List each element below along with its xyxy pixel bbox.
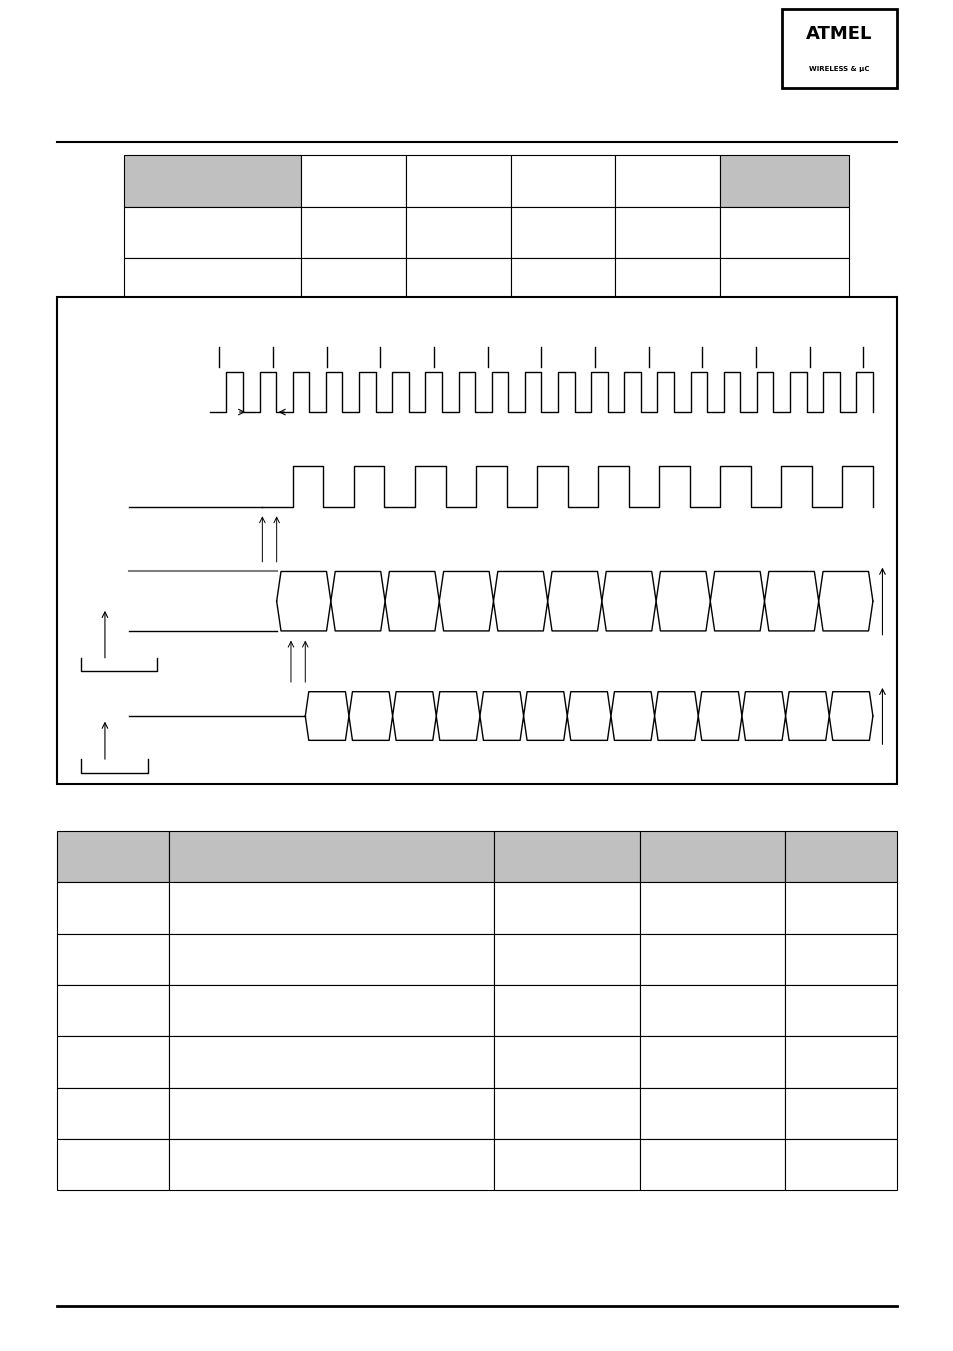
- FancyBboxPatch shape: [169, 882, 494, 934]
- FancyBboxPatch shape: [615, 207, 720, 258]
- FancyBboxPatch shape: [639, 882, 784, 934]
- FancyBboxPatch shape: [124, 361, 301, 412]
- FancyBboxPatch shape: [639, 1088, 784, 1139]
- FancyBboxPatch shape: [494, 985, 639, 1036]
- FancyBboxPatch shape: [784, 985, 896, 1036]
- FancyBboxPatch shape: [615, 258, 720, 309]
- FancyBboxPatch shape: [720, 361, 848, 412]
- FancyBboxPatch shape: [784, 1036, 896, 1088]
- FancyBboxPatch shape: [510, 361, 615, 412]
- FancyBboxPatch shape: [510, 412, 615, 463]
- FancyBboxPatch shape: [784, 882, 896, 934]
- FancyBboxPatch shape: [57, 1088, 169, 1139]
- FancyBboxPatch shape: [57, 1139, 169, 1190]
- FancyBboxPatch shape: [720, 258, 848, 309]
- FancyBboxPatch shape: [169, 1139, 494, 1190]
- Text: ATMEL: ATMEL: [805, 24, 872, 43]
- FancyBboxPatch shape: [784, 1088, 896, 1139]
- FancyBboxPatch shape: [615, 412, 720, 463]
- FancyBboxPatch shape: [406, 258, 510, 309]
- FancyBboxPatch shape: [124, 207, 301, 258]
- FancyBboxPatch shape: [784, 1139, 896, 1190]
- FancyBboxPatch shape: [57, 985, 169, 1036]
- FancyBboxPatch shape: [639, 985, 784, 1036]
- FancyBboxPatch shape: [301, 155, 406, 207]
- FancyBboxPatch shape: [639, 934, 784, 985]
- FancyBboxPatch shape: [301, 207, 406, 258]
- FancyBboxPatch shape: [639, 831, 784, 882]
- FancyBboxPatch shape: [169, 1036, 494, 1088]
- FancyBboxPatch shape: [510, 258, 615, 309]
- FancyBboxPatch shape: [406, 309, 510, 361]
- FancyBboxPatch shape: [301, 361, 406, 412]
- FancyBboxPatch shape: [784, 831, 896, 882]
- FancyBboxPatch shape: [57, 297, 896, 784]
- FancyBboxPatch shape: [720, 207, 848, 258]
- FancyBboxPatch shape: [301, 309, 406, 361]
- FancyBboxPatch shape: [169, 831, 494, 882]
- FancyBboxPatch shape: [169, 1088, 494, 1139]
- FancyBboxPatch shape: [494, 1088, 639, 1139]
- FancyBboxPatch shape: [124, 309, 301, 361]
- FancyBboxPatch shape: [781, 9, 896, 88]
- FancyBboxPatch shape: [510, 309, 615, 361]
- FancyBboxPatch shape: [301, 258, 406, 309]
- FancyBboxPatch shape: [494, 1139, 639, 1190]
- FancyBboxPatch shape: [494, 882, 639, 934]
- FancyBboxPatch shape: [124, 412, 301, 463]
- FancyBboxPatch shape: [57, 1036, 169, 1088]
- FancyBboxPatch shape: [124, 155, 301, 207]
- FancyBboxPatch shape: [494, 1036, 639, 1088]
- FancyBboxPatch shape: [720, 309, 848, 361]
- FancyBboxPatch shape: [57, 882, 169, 934]
- FancyBboxPatch shape: [169, 934, 494, 985]
- FancyBboxPatch shape: [494, 934, 639, 985]
- FancyBboxPatch shape: [494, 831, 639, 882]
- FancyBboxPatch shape: [406, 361, 510, 412]
- FancyBboxPatch shape: [406, 155, 510, 207]
- FancyBboxPatch shape: [615, 361, 720, 412]
- Text: WIRELESS & μC: WIRELESS & μC: [808, 66, 869, 72]
- FancyBboxPatch shape: [406, 207, 510, 258]
- FancyBboxPatch shape: [124, 258, 301, 309]
- FancyBboxPatch shape: [639, 1036, 784, 1088]
- FancyBboxPatch shape: [510, 207, 615, 258]
- FancyBboxPatch shape: [639, 1139, 784, 1190]
- FancyBboxPatch shape: [720, 155, 848, 207]
- FancyBboxPatch shape: [510, 155, 615, 207]
- FancyBboxPatch shape: [615, 309, 720, 361]
- FancyBboxPatch shape: [406, 412, 510, 463]
- FancyBboxPatch shape: [57, 831, 169, 882]
- FancyBboxPatch shape: [301, 412, 406, 463]
- FancyBboxPatch shape: [57, 934, 169, 985]
- FancyBboxPatch shape: [615, 155, 720, 207]
- FancyBboxPatch shape: [720, 412, 848, 463]
- FancyBboxPatch shape: [784, 934, 896, 985]
- FancyBboxPatch shape: [169, 985, 494, 1036]
